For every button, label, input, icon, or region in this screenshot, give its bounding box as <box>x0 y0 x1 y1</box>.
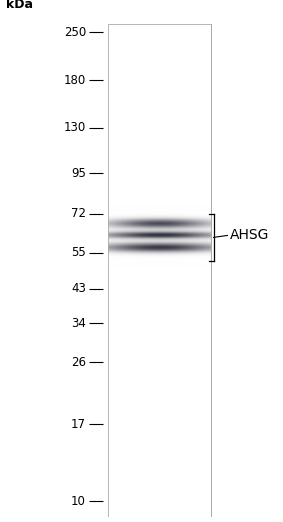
Text: 130: 130 <box>64 121 86 134</box>
Text: 10: 10 <box>71 495 86 508</box>
Text: 250: 250 <box>64 26 86 39</box>
Text: 26: 26 <box>71 355 86 369</box>
Text: 55: 55 <box>71 246 86 259</box>
FancyBboxPatch shape <box>108 23 211 517</box>
Text: 95: 95 <box>71 167 86 180</box>
Text: 72: 72 <box>71 207 86 220</box>
Text: 43: 43 <box>71 282 86 295</box>
Text: 17: 17 <box>71 418 86 431</box>
Text: AHSG: AHSG <box>230 229 270 242</box>
Text: kDa: kDa <box>6 0 33 11</box>
Text: 180: 180 <box>64 74 86 87</box>
Text: 34: 34 <box>71 316 86 329</box>
